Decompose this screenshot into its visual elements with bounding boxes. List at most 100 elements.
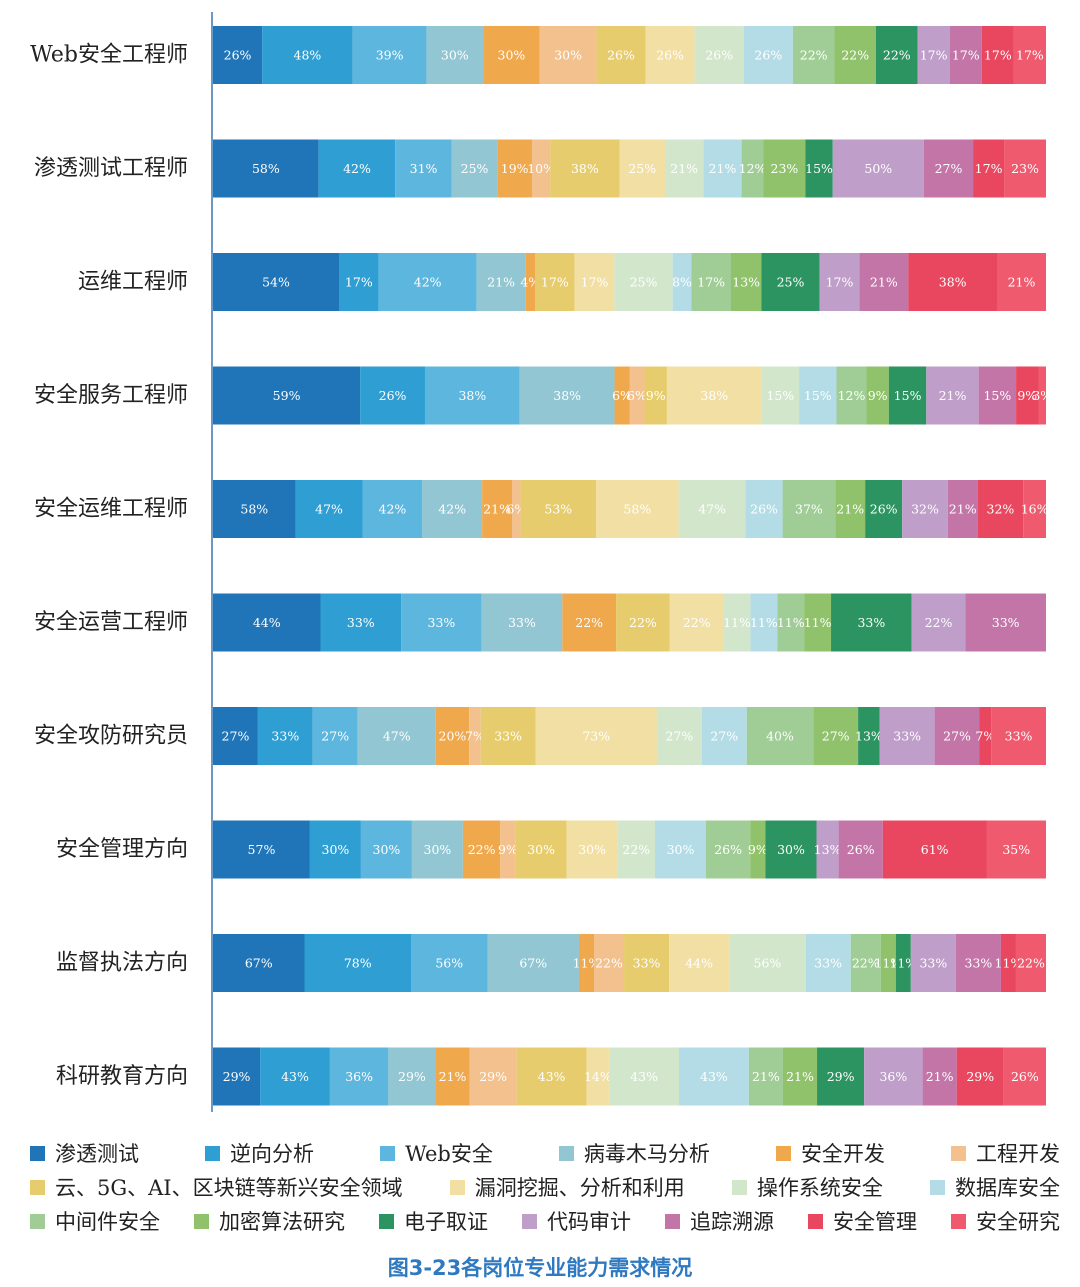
data-label: 56% (754, 956, 782, 971)
legend-swatch (950, 1145, 966, 1161)
legend-label: 数据库安全 (954, 1176, 1060, 1200)
bar-segment (213, 593, 321, 652)
data-label: 33% (494, 729, 522, 744)
bar-segment (578, 934, 594, 992)
data-label: 33% (347, 615, 375, 630)
data-label: 29% (827, 1069, 855, 1084)
bar-segment (360, 366, 425, 425)
bar-segment (911, 593, 966, 652)
bar-segment (947, 480, 978, 538)
bar-segment (1000, 934, 1016, 992)
legend-item: 加密算法研究 (194, 1206, 345, 1236)
legend-swatch (731, 1179, 747, 1195)
data-label: 29% (398, 1069, 426, 1084)
legend-item: 云、5G、AI、区块链等新兴安全领域 (30, 1172, 403, 1202)
bar-segment (257, 707, 313, 765)
data-label: 23% (1011, 161, 1039, 176)
data-label: 44% (253, 615, 281, 630)
legend-swatch (808, 1213, 823, 1229)
bar-segment (318, 139, 396, 198)
legend-item: 电子取证 (379, 1206, 488, 1236)
bar-segment (388, 1047, 436, 1106)
data-label: 33% (271, 729, 299, 744)
bar-segment (792, 26, 835, 84)
data-label: 17% (1016, 48, 1044, 63)
legend-item: 中间件安全 (30, 1206, 160, 1236)
bar-segment (672, 253, 692, 311)
data-label: 25% (777, 275, 805, 290)
data-label: 30% (667, 842, 695, 857)
data-label: 33% (857, 615, 885, 630)
data-label: 17% (697, 275, 725, 290)
bar-segment (213, 934, 305, 992)
bar-segment (435, 707, 470, 765)
legend-label: 代码审计 (547, 1210, 631, 1234)
data-label: 21% (752, 1069, 780, 1084)
data-label: 30% (498, 48, 526, 63)
bar-segment (831, 593, 912, 652)
bar-segment (644, 366, 667, 425)
data-label: 17% (826, 275, 854, 290)
data-label: 29% (479, 1069, 507, 1084)
bar-segment (908, 253, 997, 311)
data-label: 17% (920, 48, 948, 63)
bar-segment (596, 480, 679, 538)
bar-segment (614, 366, 630, 425)
bar-segment (799, 366, 837, 425)
bar-segment (535, 707, 657, 765)
bar-segment (991, 707, 1046, 765)
bar-segment (614, 253, 673, 311)
data-label: 43% (538, 1069, 566, 1084)
data-label: 12% (838, 388, 866, 403)
bar-segment (858, 707, 880, 765)
data-label: 50% (864, 161, 892, 176)
bar-segment (525, 253, 535, 311)
legend-row: 中间件安全 加密算法研究 电子取证 代码审计 追踪溯源 安全管理 安全研究 (30, 1204, 1060, 1238)
data-label: 38% (458, 388, 486, 403)
bar-segment (624, 934, 670, 992)
legend-label: 电子取证 (404, 1210, 488, 1234)
data-label: 17% (984, 48, 1012, 63)
legend-label: 追踪溯源 (690, 1210, 774, 1234)
data-label: 27% (321, 729, 349, 744)
data-label: 47% (698, 502, 726, 517)
data-label: 30% (322, 842, 350, 857)
legend-label: 云、5G、AI、区块链等新兴安全领域 (55, 1176, 403, 1200)
bar-segment (213, 707, 258, 765)
bar-segment (357, 707, 436, 765)
data-label: 29% (223, 1069, 251, 1084)
data-label: 15% (983, 388, 1011, 403)
data-label: 29% (966, 1069, 994, 1084)
bar-segment (487, 934, 579, 992)
data-label: 22% (925, 615, 953, 630)
bar-segment (586, 1047, 610, 1106)
data-label: 43% (281, 1069, 309, 1084)
bar-segment (902, 480, 948, 538)
data-label: 27% (935, 161, 963, 176)
legend-item: 安全研究 (951, 1206, 1060, 1236)
data-label: 26% (714, 842, 742, 857)
bar-segment (519, 366, 615, 425)
data-label: 30% (527, 842, 555, 857)
legend-swatch (380, 1145, 396, 1161)
bar-segment (888, 366, 927, 425)
legend-row: 渗透测试 逆向分析 Web安全 病毒木马分析 安全开发 工程开发 (30, 1136, 1060, 1170)
bar-segment (213, 480, 296, 538)
data-label: 12% (739, 161, 767, 176)
data-label: 11% (804, 615, 832, 630)
bar-segment (213, 1047, 261, 1106)
bar-segment (1023, 480, 1046, 538)
data-label: 25% (630, 275, 658, 290)
data-label: 42% (438, 502, 466, 517)
bar-segment (986, 820, 1046, 879)
data-label: 35% (1002, 842, 1030, 857)
data-label: 32% (911, 502, 939, 517)
data-label: 11% (750, 615, 778, 630)
bar-segment (422, 480, 483, 538)
data-label: 9% (748, 842, 768, 857)
data-label: 15% (766, 388, 794, 403)
bar-segment (262, 26, 353, 84)
data-label: 47% (383, 729, 411, 744)
bar-segment (949, 26, 982, 84)
data-label: 38% (571, 161, 599, 176)
